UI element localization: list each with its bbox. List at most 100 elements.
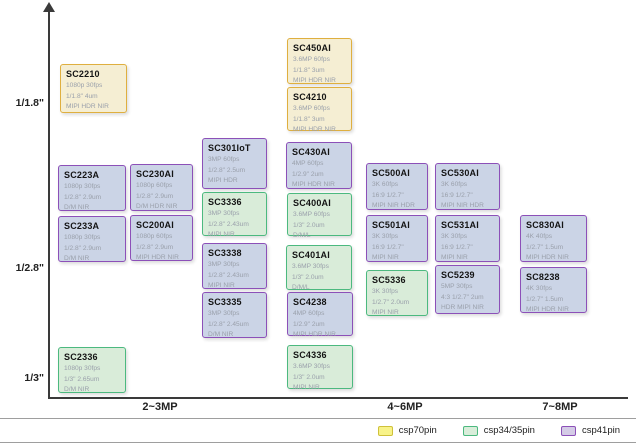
product-spec: 3K 30fps (372, 288, 399, 295)
product-spec: 5MP 30fps (441, 283, 473, 290)
product-box-sc230ai: SC230AI 1080p 60fps 1/2.8" 2.9um D/M HDR NI… (130, 164, 193, 211)
product-spec: 1/1.8" 3um (293, 66, 325, 74)
product-spec: D/M HDR NIR (136, 203, 178, 211)
product-box-sc5239: SC5239 5MP 30fps 4:3 1/2.7" 2um HDR MIPI NI… (435, 265, 500, 314)
product-box-sc400ai: SC400AI 3.6MP 60fps 1/3" 2.0um D/M/L (287, 193, 352, 239)
product-box-sc301iot: SC301IoT 3MP 60fps 1/2.8" 2.5um MIPI HDR (202, 138, 267, 189)
product-spec: 1/2.8" 2.9um (64, 193, 102, 201)
product-box-sc450ai: SC450AI 3.6MP 60fps 1/1.8" 3um MIPI HDR NIR (287, 38, 352, 84)
product-spec: 3.6MP 30fps (293, 363, 330, 370)
product-box-sc500ai: SC500AI 3K 60fps 16:9 1/2.7" MIPI NIR HDR (366, 163, 428, 210)
product-spec: 4MP 60fps (293, 310, 325, 317)
product-box-sc200ai: SC200AI 1080p 60fps 1/2.8" 2.9um MIPI HDR N… (130, 215, 193, 261)
product-spec: 16:9 1/2.7" (441, 191, 473, 199)
product-spec: 3.6MP 60fps (293, 211, 330, 218)
product-name: SC500AI (372, 168, 410, 178)
product-spec: 1/2.9" 2um (292, 170, 324, 178)
product-box-sc2336: SC2336 1080p 30fps 1/3" 2.65um D/M NIR (58, 347, 126, 393)
product-spec: 1080p 30fps (64, 365, 101, 372)
product-spec: 3MP 30fps (208, 210, 240, 217)
product-spec: 16:9 1/2.7" (372, 243, 404, 251)
product-spec: HDR MIPI NIR (441, 304, 484, 312)
product-spec: MIPI HDR NIR (293, 331, 336, 339)
product-spec: 1080p 60fps (136, 182, 173, 189)
product-spec: 1/3" 2.0um (293, 221, 325, 229)
product-spec: MIPI HDR NIR (293, 77, 336, 85)
product-spec: 1/3" 2.65um (64, 375, 100, 383)
product-spec: 3.6MP 30fps (292, 263, 329, 270)
product-spec: 1/2.8" 2.5um (208, 166, 246, 174)
product-spec: 1/2.8" 2.9um (136, 192, 174, 200)
product-box-sc233a: SC233A 1080p 30fps 1/2.8" 2.9um D/M NIR (58, 216, 126, 262)
product-spec: MIPI NIR HDR (441, 202, 484, 210)
product-name: SC830AI (526, 220, 564, 230)
product-spec: MIPI HDR NIR (136, 254, 179, 262)
product-box-sc3335: SC3335 3MP 30fps 1/2.8" 2.45um D/M NIR (202, 292, 267, 338)
product-spec: D/M NIR (64, 386, 90, 394)
product-spec: 1/2.8" 2.43um (208, 220, 249, 228)
product-spec: MIPI NIR (208, 231, 235, 239)
product-spec: MIPI NIR (208, 282, 235, 290)
product-spec: 3MP 30fps (208, 261, 240, 268)
product-spec: MIPI NIR (293, 384, 320, 392)
product-spec: MIPI NIR (441, 254, 468, 262)
y-axis-tick-label: 1/3" (24, 372, 44, 384)
x-axis-tick-label: 2~3MP (142, 401, 178, 413)
product-spec: 4MP 60fps (292, 160, 324, 167)
product-box-sc8238: SC8238 4K 30fps 1/2.7" 1.5um MIPI HDR NIR (520, 267, 587, 313)
product-spec: 4:3 1/2.7" 2um (441, 293, 484, 301)
legend-swatch-icon (377, 425, 393, 436)
product-spec: 3MP 30fps (208, 310, 240, 317)
product-spec: 1/1.8" 4um (66, 92, 98, 100)
product-spec: 3.6MP 60fps (293, 56, 330, 63)
product-name: SC4238 (293, 297, 327, 307)
y-axis-tick-label: 1/1.8" (15, 97, 44, 109)
product-box-sc430ai: SC430AI 4MP 60fps 1/2.9" 2um MIPI HDR NIR (286, 142, 352, 189)
product-spec: 1080p 30fps (64, 183, 101, 190)
legend: csp70pin csp34/35pin csp41pin (0, 418, 636, 443)
product-spec: D/M/L (293, 232, 311, 240)
product-spec: MIPI HDR NIR (293, 126, 336, 134)
product-spec: 3K 60fps (372, 181, 399, 188)
product-name: SC3336 (208, 197, 242, 207)
product-spec: 1/3" 2.0um (292, 273, 324, 281)
legend-item-csp41pin: csp41pin (560, 425, 620, 436)
product-spec: MIPI HDR NIR (66, 103, 109, 111)
legend-swatch-icon (462, 425, 478, 436)
product-spec: 4K 30fps (526, 285, 553, 292)
product-box-sc3336: SC3336 3MP 30fps 1/2.8" 2.43um MIPI NIR (202, 192, 267, 238)
product-spec: 3K 60fps (441, 181, 468, 188)
product-spec: MIPI HDR (208, 177, 238, 185)
x-axis-tick-label: 4~6MP (387, 401, 423, 413)
product-name: SC200AI (136, 220, 174, 230)
product-box-sc4238: SC4238 4MP 60fps 1/2.9" 2um MIPI HDR NIR (287, 292, 353, 338)
product-name: SC501AI (372, 220, 410, 230)
product-box-sc401ai: SC401AI 3.6MP 30fps 1/3" 2.0um D/M/L (286, 245, 352, 291)
product-spec: 1/2.8" 2.43um (208, 271, 249, 279)
product-spec: 1080p 30fps (64, 234, 101, 241)
product-name: SC2336 (64, 352, 98, 362)
product-spec: 16:9 1/2.7" (372, 191, 404, 199)
product-name: SC530AI (441, 168, 479, 178)
product-spec: 1080p 30fps (66, 82, 103, 89)
product-box-sc530ai: SC530AI 3K 60fps 16:9 1/2.7" MIPI NIR HDR (435, 163, 500, 210)
legend-label: csp41pin (581, 425, 620, 436)
legend-item-csp34-35pin: csp34/35pin (462, 425, 535, 436)
product-box-sc2210: SC2210 1080p 30fps 1/1.8" 4um MIPI HDR NIR (60, 64, 127, 113)
product-spec: MIPI HDR NIR (526, 306, 569, 314)
product-box-sc223a: SC223A 1080p 30fps 1/2.8" 2.9um D/M NIR (58, 165, 126, 211)
product-spec: 3K 30fps (372, 233, 399, 240)
product-spec: MIPI NIR (372, 309, 399, 317)
product-name: SC8238 (526, 272, 560, 282)
product-name: SC450AI (293, 43, 331, 53)
product-spec: MIPI HDR NIR (526, 254, 569, 262)
legend-label: csp34/35pin (483, 425, 535, 436)
product-spec: 4K 40fps (526, 233, 553, 240)
product-spec: D/M/L (292, 284, 310, 292)
product-name: SC3335 (208, 297, 242, 307)
product-spec: D/M NIR (208, 331, 234, 339)
product-spec: D/M NIR (64, 204, 90, 212)
y-axis-tick-label: 1/2.8" (15, 262, 44, 274)
product-name: SC223A (64, 170, 100, 180)
